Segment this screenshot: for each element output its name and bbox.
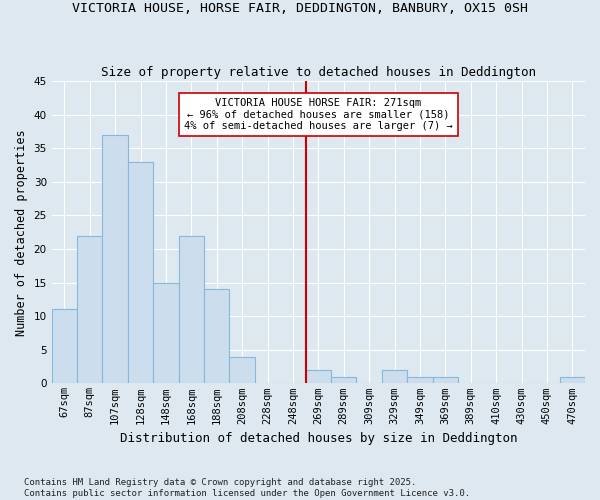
Y-axis label: Number of detached properties: Number of detached properties bbox=[15, 129, 28, 336]
Bar bbox=[229, 356, 255, 384]
Bar bbox=[77, 236, 103, 384]
Bar bbox=[128, 162, 153, 384]
Bar bbox=[331, 376, 356, 384]
Bar bbox=[433, 376, 458, 384]
Text: Contains HM Land Registry data © Crown copyright and database right 2025.
Contai: Contains HM Land Registry data © Crown c… bbox=[24, 478, 470, 498]
Bar bbox=[153, 282, 179, 384]
Bar bbox=[103, 135, 128, 384]
Bar bbox=[305, 370, 331, 384]
Bar bbox=[52, 310, 77, 384]
Bar bbox=[560, 376, 585, 384]
Bar bbox=[179, 236, 204, 384]
Bar bbox=[407, 376, 433, 384]
Bar bbox=[204, 290, 229, 384]
Title: Size of property relative to detached houses in Deddington: Size of property relative to detached ho… bbox=[101, 66, 536, 78]
Bar bbox=[382, 370, 407, 384]
X-axis label: Distribution of detached houses by size in Deddington: Distribution of detached houses by size … bbox=[119, 432, 517, 445]
Text: VICTORIA HOUSE HORSE FAIR: 271sqm
← 96% of detached houses are smaller (158)
4% : VICTORIA HOUSE HORSE FAIR: 271sqm ← 96% … bbox=[184, 98, 453, 131]
Text: VICTORIA HOUSE, HORSE FAIR, DEDDINGTON, BANBURY, OX15 0SH: VICTORIA HOUSE, HORSE FAIR, DEDDINGTON, … bbox=[72, 2, 528, 16]
